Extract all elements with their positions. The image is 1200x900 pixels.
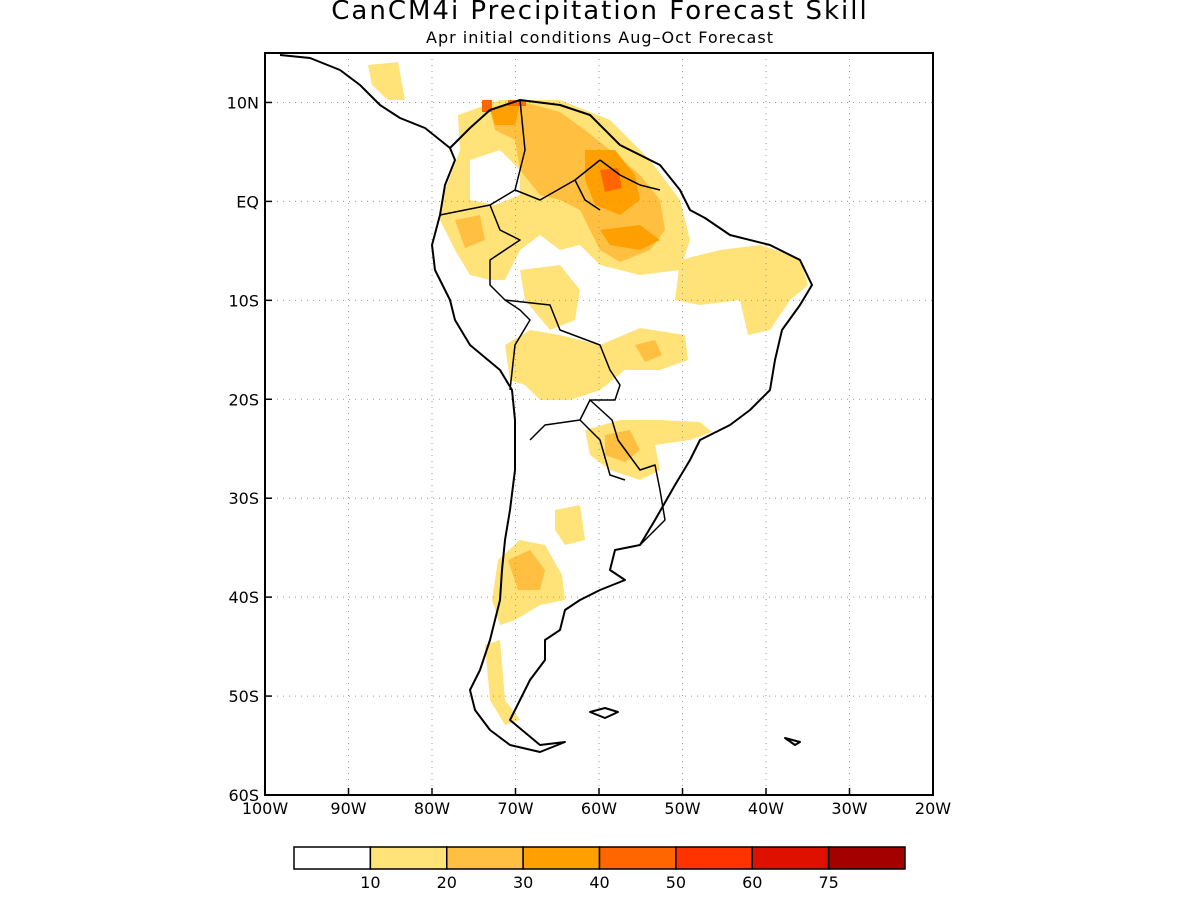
map-title: CanCM4i Precipitation Forecast Skill bbox=[331, 0, 869, 26]
map-subtitle: Apr initial conditions Aug–Oct Forecast bbox=[426, 28, 774, 47]
shading-ne-brazil bbox=[675, 245, 808, 335]
shading-parana bbox=[585, 420, 712, 480]
lon-tick-label: 60W bbox=[581, 799, 617, 818]
longitude-labels: 100W 90W 80W 70W 60W 50W 40W 30W 20W bbox=[242, 788, 951, 818]
shading-amazon-south bbox=[520, 265, 580, 330]
lon-tick-label: 50W bbox=[664, 799, 700, 818]
colorbar-swatch bbox=[293, 846, 372, 870]
colorbar-label: 50 bbox=[666, 873, 686, 892]
shading-uruguay-area bbox=[555, 505, 585, 545]
coastlines bbox=[279, 54, 813, 753]
colorbar-label: 10 bbox=[360, 873, 380, 892]
shading-arg-30 bbox=[508, 550, 545, 590]
lon-tick-label: 30W bbox=[831, 799, 867, 818]
lon-tick-label: 80W bbox=[414, 799, 450, 818]
colorbar-swatch bbox=[522, 846, 601, 870]
central-america bbox=[279, 54, 451, 149]
colorbar-swatch bbox=[369, 846, 448, 870]
colorbar-label: 20 bbox=[437, 873, 457, 892]
lat-tick-label: 60S bbox=[228, 786, 259, 805]
shading-50-a bbox=[600, 168, 622, 192]
colorbar-swatch bbox=[751, 846, 830, 870]
colorbar-swatch bbox=[675, 846, 753, 870]
south-georgia bbox=[784, 737, 801, 746]
colorbar-swatch bbox=[446, 846, 524, 870]
lat-tick-label: EQ bbox=[236, 192, 259, 211]
lon-tick-label: 100W bbox=[242, 799, 289, 818]
lat-tick-label: 10N bbox=[227, 93, 259, 112]
shading-venezuela-30 bbox=[490, 100, 665, 262]
colorbar-swatch bbox=[598, 846, 677, 870]
lat-tick-label: 50S bbox=[228, 687, 259, 706]
grid-lines bbox=[265, 53, 933, 795]
shading-bolivia bbox=[505, 328, 688, 400]
lon-tick-label: 40W bbox=[748, 799, 784, 818]
shading-orinoco-40 bbox=[490, 104, 520, 125]
lat-tick-label: 30S bbox=[228, 489, 259, 508]
colorbar: 10 20 30 40 50 60 75 bbox=[293, 846, 906, 892]
colorbar-label: 30 bbox=[513, 873, 533, 892]
lon-tick-label: 90W bbox=[330, 799, 366, 818]
shading-bol-30 bbox=[635, 340, 662, 362]
shading-50-b bbox=[482, 100, 492, 112]
lat-tick-label: 20S bbox=[228, 390, 259, 409]
country-borders bbox=[439, 99, 666, 546]
colorbar-label: 40 bbox=[589, 873, 609, 892]
shading-amapa-40 bbox=[600, 225, 660, 250]
colorbar-swatch bbox=[827, 846, 906, 870]
shading-ecu-30 bbox=[455, 215, 485, 248]
south-america-outline bbox=[431, 99, 813, 753]
shading-central-america bbox=[368, 62, 405, 100]
colorbar-label: 75 bbox=[818, 873, 838, 892]
shading-north-hole bbox=[470, 150, 520, 205]
latitude-labels: 10N EQ 10S 20S 30S 40S 50S 60S bbox=[227, 93, 272, 805]
shading-patagonia bbox=[485, 640, 520, 725]
falklands bbox=[589, 707, 619, 719]
skill-shading bbox=[368, 62, 808, 725]
lat-tick-label: 40S bbox=[228, 588, 259, 607]
lon-tick-label: 20W bbox=[915, 799, 951, 818]
lon-tick-label: 70W bbox=[497, 799, 533, 818]
colorbar-label: 60 bbox=[742, 873, 762, 892]
lat-tick-label: 10S bbox=[228, 291, 259, 310]
